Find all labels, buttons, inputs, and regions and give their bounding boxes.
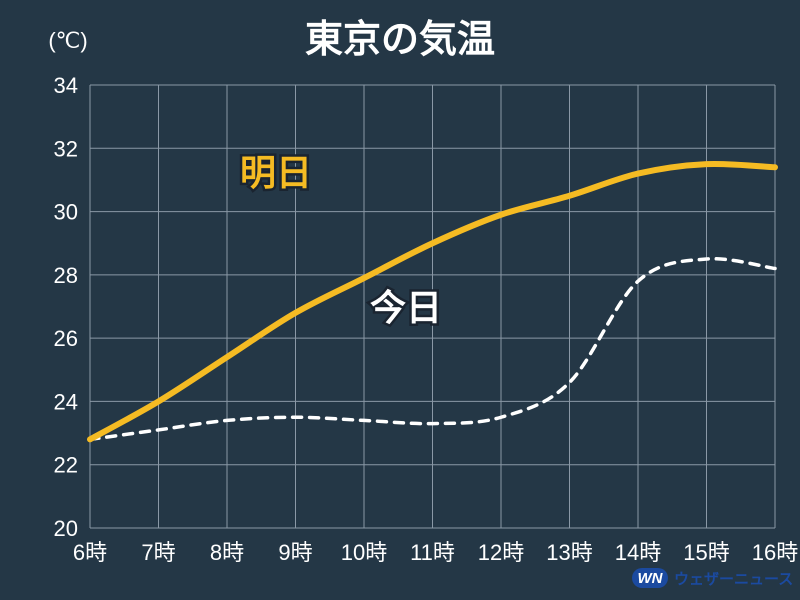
y-tick-label: 20 <box>54 516 78 541</box>
watermark: WN ウェザーニュース <box>632 568 793 588</box>
x-tick-label: 14時 <box>615 540 661 565</box>
y-tick-label: 26 <box>54 326 78 351</box>
x-tick-label: 16時 <box>752 540 798 565</box>
y-tick-label: 22 <box>54 453 78 478</box>
watermark-text: ウェザーニュース <box>674 571 793 588</box>
x-tick-label: 10時 <box>341 540 387 565</box>
y-tick-label: 24 <box>54 389 78 414</box>
x-tick-label: 8時 <box>210 540 244 565</box>
y-tick-label: 32 <box>54 136 78 161</box>
x-tick-label: 6時 <box>73 540 107 565</box>
x-tick-label: 9時 <box>278 540 312 565</box>
x-tick-label: 7時 <box>141 540 175 565</box>
y-axis-unit: (℃) <box>48 28 87 53</box>
y-tick-label: 30 <box>54 200 78 225</box>
y-tick-label: 34 <box>54 73 78 98</box>
watermark-badge-text: WN <box>638 570 664 587</box>
series-label-today: 今日 <box>370 287 442 328</box>
x-tick-label: 11時 <box>410 540 455 565</box>
series-label-tomorrow: 明日 <box>240 152 312 193</box>
y-tick-label: 28 <box>54 263 78 288</box>
x-tick-label: 13時 <box>546 540 592 565</box>
x-tick-label: 12時 <box>478 540 524 565</box>
chart-title: 東京の気温 <box>305 19 495 61</box>
x-tick-label: 15時 <box>683 540 729 565</box>
temperature-chart: 20 22 24 26 28 30 32 34 6時 7時 8時 9時 10時 11時 12時 13時 14時 1… <box>0 0 800 600</box>
